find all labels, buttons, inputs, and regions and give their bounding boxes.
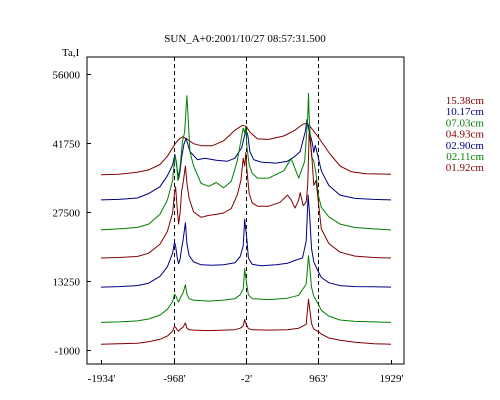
y-axis-label: Ta,I — [62, 47, 80, 59]
y-tick-label-4: 56000 — [53, 70, 81, 82]
legend-entry-3: 04.93cm — [446, 129, 485, 141]
reference-lines — [174, 57, 319, 364]
y-axis-ticks: -1000 13250 27500 41750 56000 — [53, 70, 91, 358]
legend-entry-2: 07.03cm — [446, 117, 485, 129]
x-tick-label-4: 1929' — [380, 373, 404, 385]
legend-entry-1: 10.17cm — [446, 106, 485, 118]
legend: 15.38cm10.17cm07.03cm04.93cm02.90cm02.11… — [446, 95, 485, 174]
series-line-5 — [100, 255, 392, 323]
y-tick-label-1: 13250 — [53, 277, 81, 289]
series-line-4 — [100, 194, 392, 288]
x-tick-label-2: -2' — [241, 373, 252, 385]
series-line-2 — [100, 92, 392, 231]
series-line-3 — [100, 131, 392, 259]
y-tick-label-3: 41750 — [53, 139, 81, 151]
x-tick-label-3: 963' — [309, 373, 328, 385]
series-line-0 — [100, 122, 392, 176]
legend-entry-0: 15.38cm — [446, 95, 485, 107]
y-tick-label-2: 27500 — [53, 208, 81, 220]
plot-frame — [86, 56, 405, 365]
y-tick-label-0: -1000 — [54, 346, 80, 358]
legend-entry-4: 02.90cm — [446, 140, 485, 152]
series-lines — [100, 92, 392, 345]
legend-entry-6: 01.92cm — [446, 162, 485, 174]
x-axis-ticks: -1934' -968' -2' 963' 1929' — [88, 360, 404, 385]
x-tick-label-0: -1934' — [88, 373, 116, 385]
x-tick-label-1: -968' — [163, 373, 185, 385]
chart-title: SUN_A+0:2001/10/27 08:57:31.500 — [164, 33, 326, 45]
series-line-6 — [100, 298, 392, 345]
legend-entry-5: 02.11cm — [446, 151, 484, 163]
